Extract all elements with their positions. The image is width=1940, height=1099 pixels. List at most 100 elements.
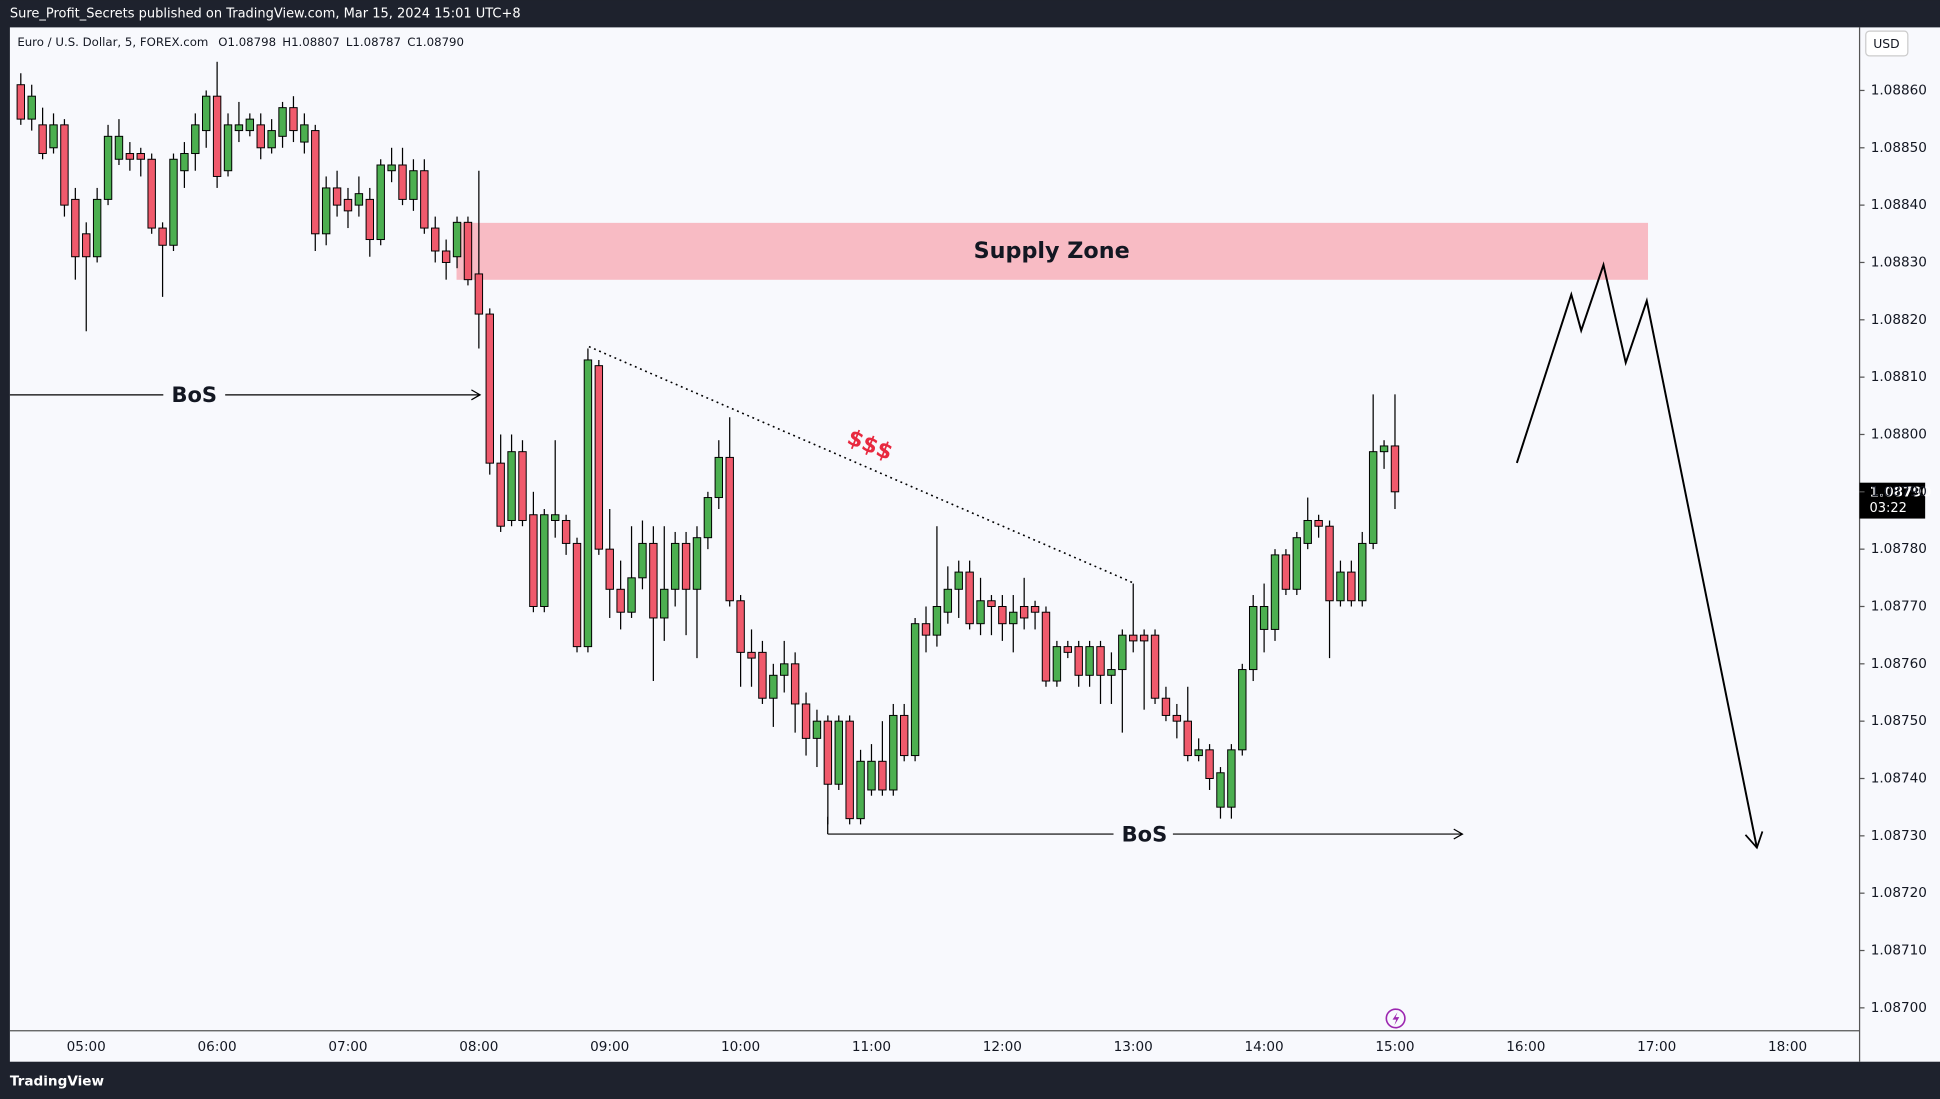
ohlc-low: L1.08787 [346, 35, 401, 49]
candle-body [518, 451, 527, 521]
candle-body [234, 124, 244, 132]
candle-body [834, 720, 843, 785]
candle-body [158, 227, 167, 246]
supply-zone[interactable] [456, 222, 1649, 280]
x-tick-label: 17:00 [1637, 1039, 1676, 1055]
y-tick-label: 1.08850 [1871, 140, 1927, 156]
candle-body [583, 359, 593, 648]
candle-body [409, 170, 418, 200]
y-tick-label: 1.08730 [1871, 828, 1927, 844]
candle-body [300, 124, 309, 143]
candle-body [1118, 634, 1127, 671]
x-tick-label: 15:00 [1375, 1039, 1414, 1055]
candle-body [496, 462, 505, 527]
logo[interactable]: TradingView [10, 1074, 105, 1090]
ohlc-close: C1.08790 [407, 35, 464, 49]
candle-body [191, 124, 200, 155]
publisher: Sure_Profit_Secrets published on Trading… [10, 6, 521, 21]
candle-body [812, 720, 822, 739]
candle-body [452, 221, 462, 258]
candle-body [1074, 646, 1083, 676]
candle-body [27, 95, 36, 120]
candle-body [1205, 749, 1214, 779]
candle-body [616, 588, 625, 613]
projection-path[interactable] [1515, 261, 1764, 850]
candle-body [1336, 571, 1345, 602]
candle-body [485, 313, 494, 464]
x-tick-label: 08:00 [459, 1039, 498, 1055]
candle-body [605, 548, 614, 590]
x-tick-label: 11:00 [852, 1039, 891, 1055]
candle-body [1314, 519, 1323, 527]
x-tick-label: 18:00 [1768, 1039, 1807, 1055]
x-tick-label: 06:00 [198, 1039, 237, 1055]
candle-body [867, 760, 876, 791]
candle-body [1107, 669, 1116, 676]
candle-body [1129, 634, 1138, 642]
candle-body [1030, 605, 1040, 613]
event-icon[interactable] [1385, 1008, 1406, 1029]
x-tick-label: 14:00 [1245, 1039, 1284, 1055]
candle-body [670, 542, 680, 590]
candle-body [376, 164, 385, 241]
candle-body [790, 663, 800, 705]
trendline[interactable] [588, 345, 1134, 584]
candle-body [16, 84, 26, 120]
candle-body [256, 124, 265, 149]
last-price-box [1859, 482, 1926, 519]
candle-body [801, 703, 811, 739]
x-tick-label: 05:00 [67, 1039, 106, 1055]
candle-body [943, 588, 953, 613]
candle-body [38, 124, 47, 155]
candle-body [932, 605, 942, 636]
candle-body [1358, 542, 1367, 602]
candle-body [223, 124, 233, 172]
candle-body [60, 124, 69, 206]
candle-body [965, 571, 974, 625]
candle-body [507, 451, 516, 521]
bos-label: BoS [171, 382, 217, 407]
symbol-legend: Euro / U.S. Dollar, 5, FOREX.com O1.08798… [17, 35, 464, 49]
y-tick-label: 1.08820 [1871, 312, 1927, 328]
candle-body [736, 600, 745, 653]
candle-body [1096, 646, 1105, 676]
candle-body [703, 497, 713, 539]
candle-body [823, 720, 833, 785]
candle-body [1183, 720, 1192, 757]
countdown: 03:22 [1869, 501, 1906, 516]
candle-body [321, 187, 331, 235]
candle-body [71, 198, 80, 258]
currency-box[interactable] [1865, 30, 1909, 57]
ohlc-open: O1.08798 [218, 35, 276, 49]
candle-body [212, 95, 222, 177]
candle-body [649, 542, 658, 619]
candle-body [692, 537, 702, 590]
event-icon-bolt [1392, 1012, 1400, 1026]
candle-body [398, 164, 407, 200]
candle-body [1052, 646, 1062, 682]
x-tick-label: 09:00 [590, 1039, 629, 1055]
candle-body [420, 170, 429, 229]
bos-label: BoS [1122, 821, 1168, 846]
candle-body [572, 542, 582, 648]
y-tick-label: 1.08800 [1871, 426, 1927, 442]
y-tick-label: 1.08780 [1871, 541, 1927, 557]
x-tick-label: 12:00 [983, 1039, 1022, 1055]
candle-body [878, 760, 887, 791]
candle-body [976, 600, 985, 625]
candle-body [856, 760, 865, 820]
candle-body [714, 456, 724, 499]
candle-body [998, 605, 1007, 625]
candle-body [845, 720, 854, 820]
candle-body [1292, 537, 1302, 590]
candle-body [681, 542, 691, 590]
candle-body [1390, 445, 1400, 493]
candle-body [638, 542, 647, 579]
candle-body [1216, 772, 1225, 808]
candles [16, 61, 1400, 825]
symbol: Euro / U.S. Dollar, 5, FOREX.com [17, 35, 208, 49]
candle-body [267, 130, 276, 149]
candle-body [289, 107, 298, 132]
currency[interactable]: USD [1873, 37, 1899, 51]
candle-body [49, 124, 58, 149]
